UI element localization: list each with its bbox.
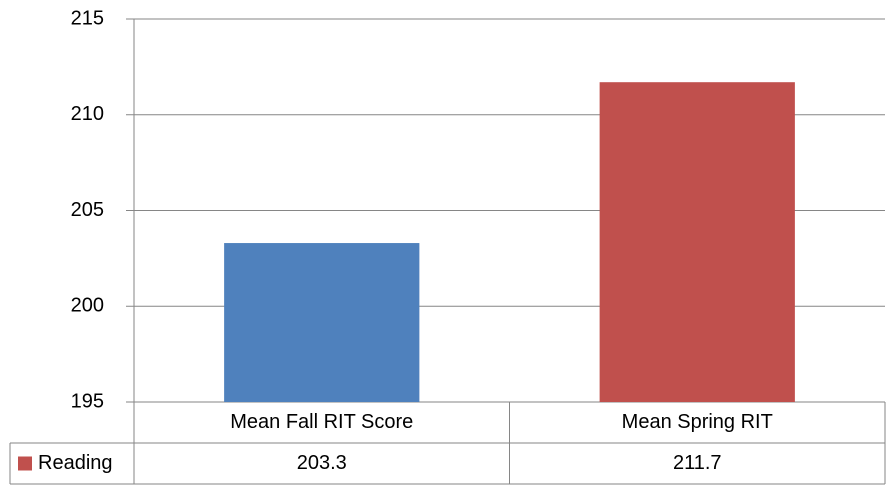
x-tick-label: Mean Fall RIT Score — [230, 411, 413, 433]
bar — [599, 82, 795, 402]
y-tick-label: 215 — [71, 7, 104, 29]
table-value: 211.7 — [673, 452, 722, 474]
y-tick-label: 205 — [71, 199, 104, 221]
y-tick-label: 200 — [71, 295, 104, 317]
bar — [224, 243, 420, 402]
x-tick-label: Mean Spring RIT — [622, 411, 773, 433]
y-tick-label: 195 — [71, 390, 104, 412]
legend-key — [18, 456, 32, 471]
y-tick-label: 210 — [71, 103, 104, 125]
table-value: 203.3 — [297, 452, 347, 474]
legend-label: Reading — [38, 452, 113, 474]
